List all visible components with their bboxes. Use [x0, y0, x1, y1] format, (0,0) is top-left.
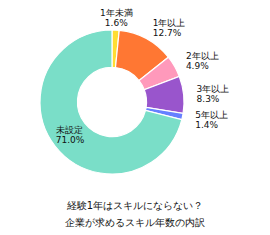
slice-name: 1年未満	[100, 8, 133, 18]
slice-value: 71.0%	[56, 135, 85, 145]
slice-value: 1.6%	[105, 18, 128, 28]
slice-value: 1.4%	[195, 120, 218, 130]
slice-value: 8.3%	[197, 94, 220, 104]
slice-name: 未設定	[56, 125, 83, 135]
data-label: 3年以上8.3%	[197, 84, 230, 104]
data-labels: 1年未満1.6%1年以上12.7%2年以上4.9%3年以上8.3%5年以上1.4…	[56, 8, 230, 146]
chart: 1年未満1.6%1年以上12.7%2年以上4.9%3年以上8.3%5年以上1.4…	[0, 0, 270, 235]
slice	[40, 30, 182, 174]
data-label: 未設定71.0%	[56, 125, 85, 145]
data-label: 2年以上4.9%	[186, 51, 219, 71]
pie	[40, 30, 184, 174]
slice-value: 12.7%	[153, 28, 182, 38]
data-label: 5年以上1.4%	[195, 110, 228, 130]
slice-name: 3年以上	[197, 84, 230, 94]
data-label: 1年未満1.6%	[100, 8, 133, 28]
slice-name: 1年以上	[153, 18, 186, 28]
slice-value: 4.9%	[186, 61, 209, 71]
subtitle: 企業が求めるスキル年数の内訳	[65, 217, 205, 228]
title: 経験1年はスキルにならない？	[66, 200, 203, 211]
slice-name: 2年以上	[186, 51, 219, 61]
slice-name: 5年以上	[195, 110, 228, 120]
data-label: 1年以上12.7%	[153, 18, 186, 38]
